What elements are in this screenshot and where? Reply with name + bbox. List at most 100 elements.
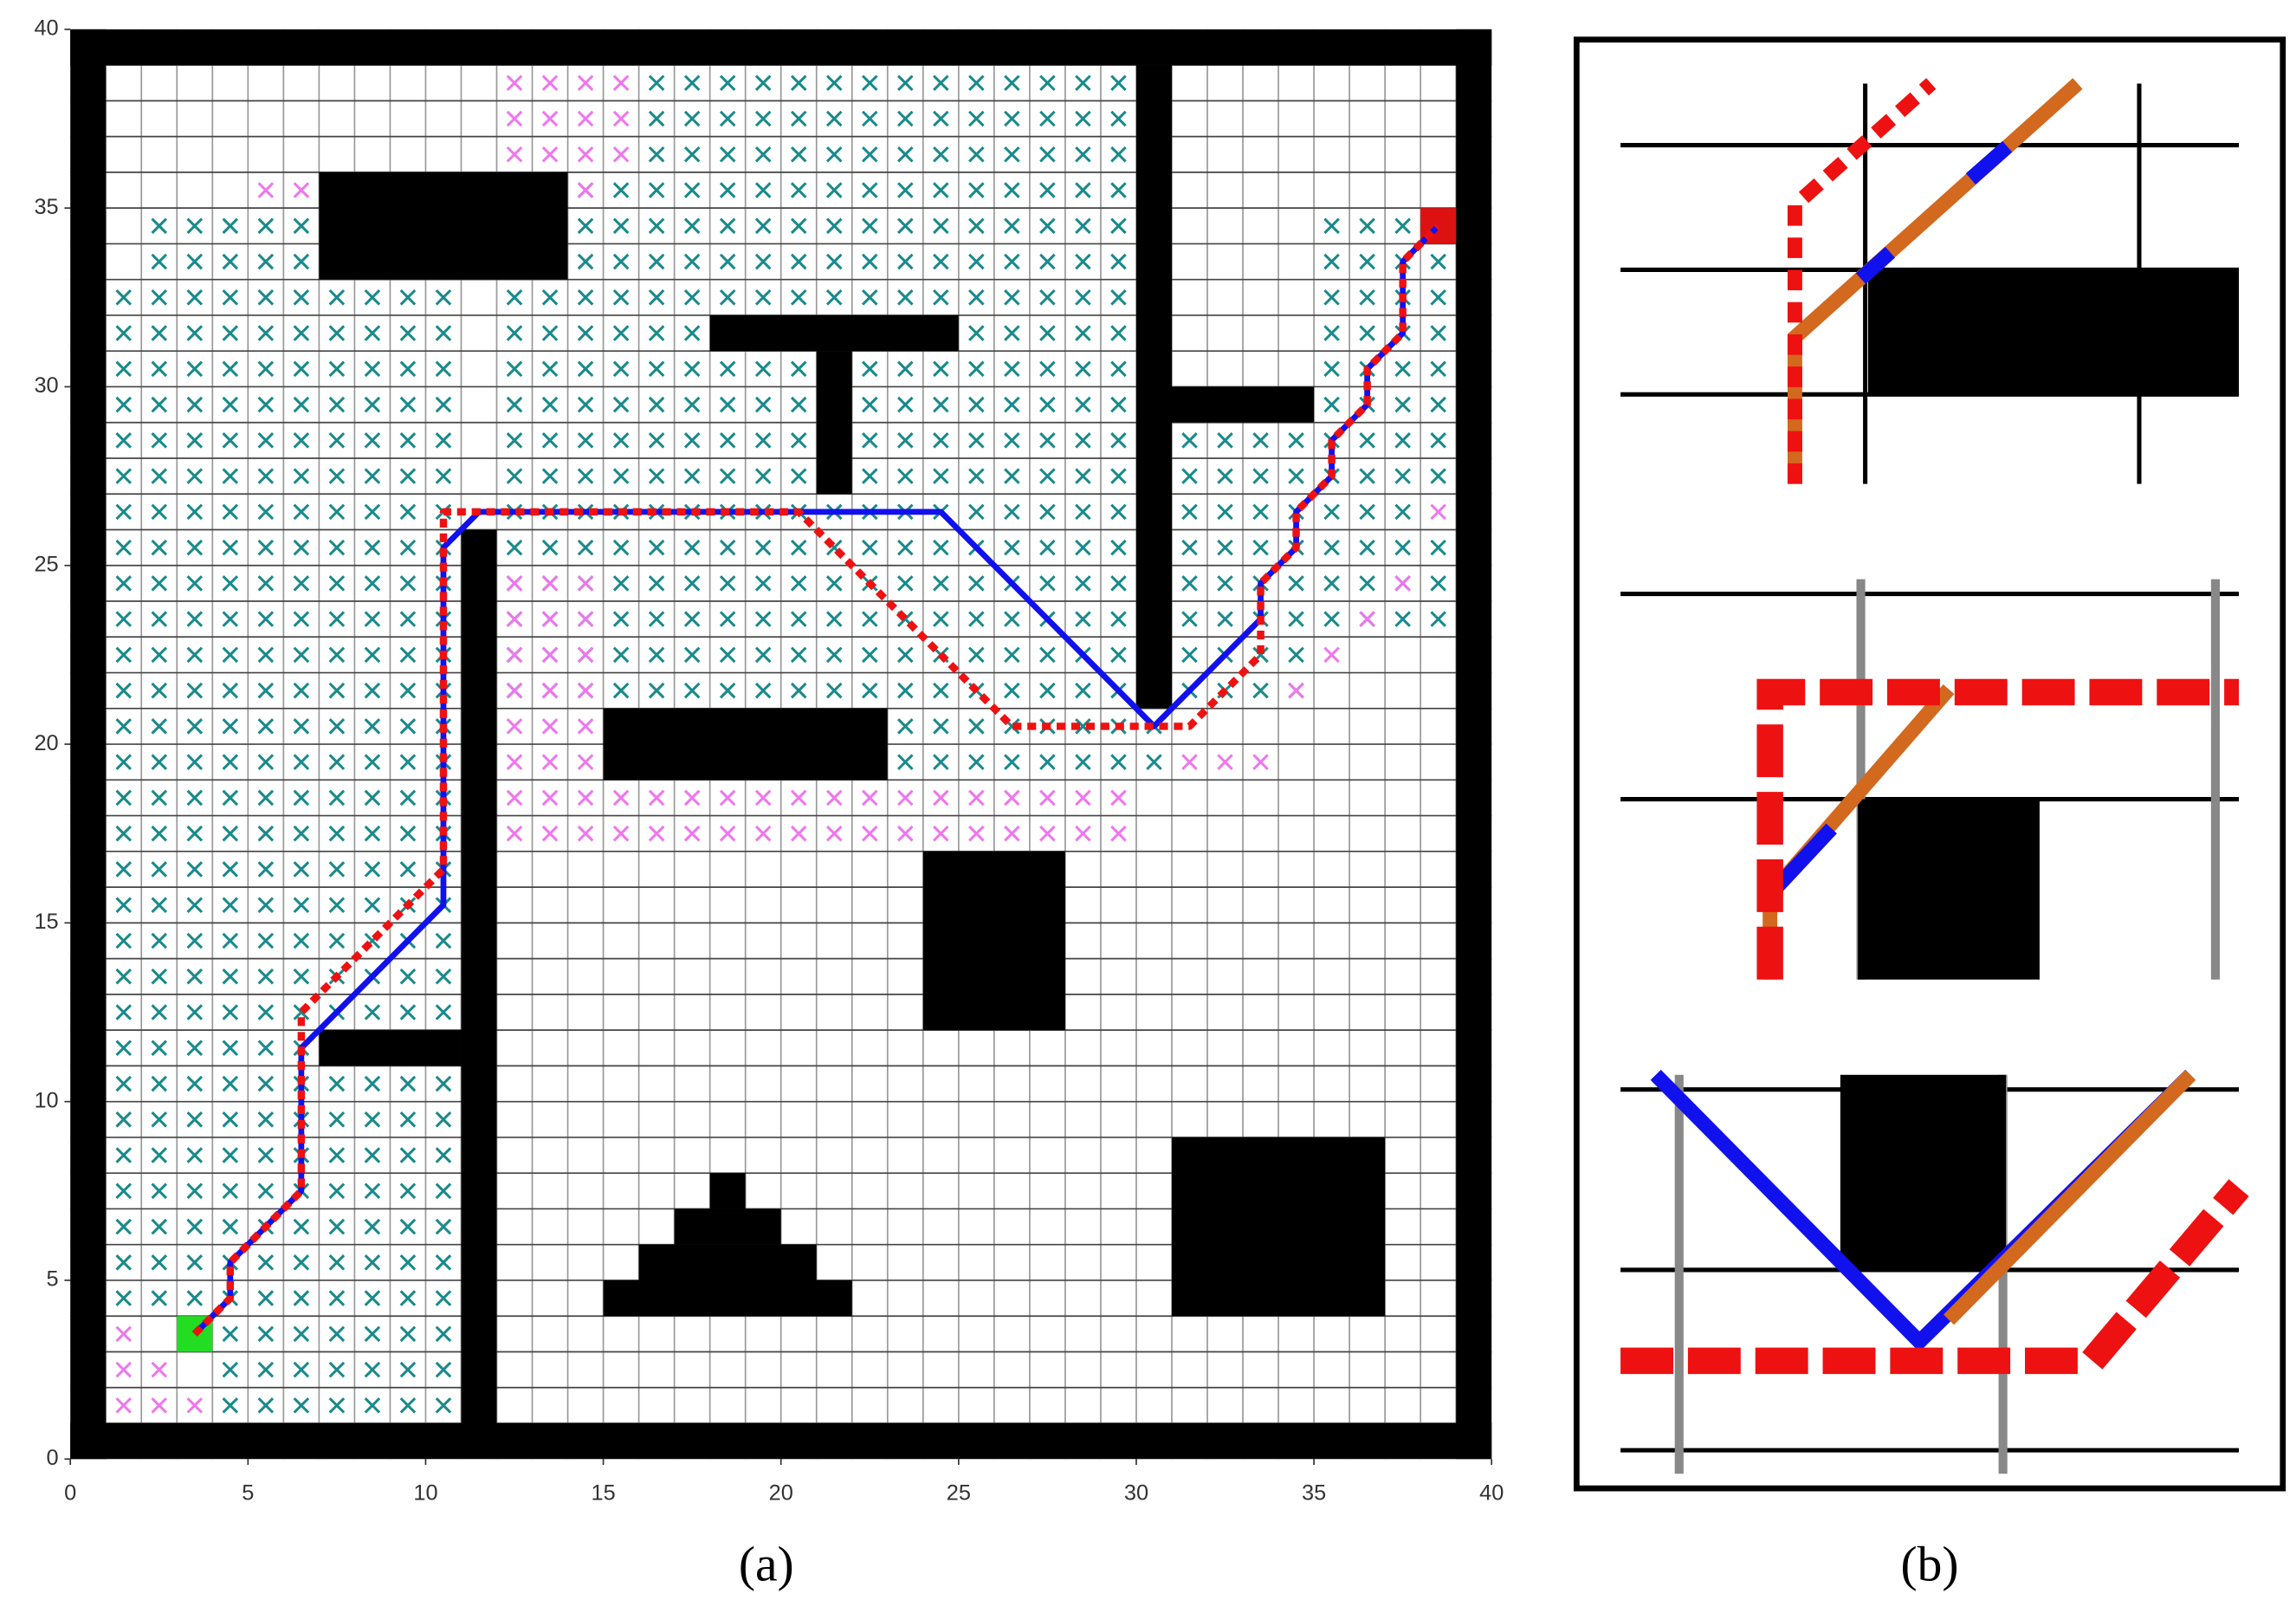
explored-cross [1430,360,1446,378]
explored-cross [1075,718,1091,735]
explored-cross [293,182,310,198]
explored-cross [541,110,559,127]
explored-cross [1075,396,1091,413]
explored-cross [754,146,772,163]
explored-cross [364,360,381,378]
explored-cross [612,789,630,806]
explored-cross [612,74,630,92]
explored-cross [1394,575,1411,592]
explored-cross [222,396,239,413]
explored-cross [364,396,381,413]
explored-cross [825,217,843,235]
explored-cross [293,1290,310,1306]
explored-cross [577,182,594,198]
explored-cross [968,396,985,413]
explored-cross [541,74,559,92]
explored-cross [293,754,310,770]
explored-cross [151,1290,168,1306]
explored-cross [186,432,204,449]
explored-cross [1359,217,1375,235]
explored-cross [933,611,949,627]
explored-cross [612,110,630,127]
explored-cross [968,182,985,198]
explored-cross [612,682,630,699]
explored-cross [1004,825,1020,842]
explored-cross [1430,611,1446,627]
explored-cross [1075,360,1091,378]
explored-cross [968,74,985,92]
explored-cross [648,289,665,306]
explored-cross [293,325,310,341]
explored-cross [115,1218,133,1235]
obstacle [709,314,959,352]
explored-cross [754,182,772,198]
explored-cross [933,110,949,127]
explored-cross [293,253,310,270]
explored-cross [683,217,701,235]
explored-cross [1075,325,1091,341]
explored-cross [115,1075,133,1092]
explored-cross [861,217,878,235]
explored-cross [790,396,807,413]
explored-cross [719,289,736,306]
explored-cross [151,1147,168,1163]
explored-cross [257,861,275,878]
explored-cross [1075,789,1091,806]
explored-cross [222,968,239,985]
explored-cross [186,575,204,592]
explored-cross [897,682,914,699]
explored-cross [364,1147,381,1163]
explored-cross [790,182,807,198]
explored-cross [506,646,523,664]
explored-cross [648,74,665,92]
explored-cross [968,289,985,306]
explored-cross [293,468,310,484]
explored-cross [506,789,523,806]
explored-cross [222,503,239,521]
explored-cross [683,182,701,198]
explored-cross [293,1397,310,1414]
explored-cross [435,432,452,449]
explored-cross [328,611,346,627]
explored-cross [151,718,168,735]
explored-cross [933,74,949,92]
explored-cross [115,539,133,556]
explored-cross [151,503,168,521]
explored-cross [648,825,665,842]
explored-cross [399,1147,417,1163]
explored-cross [399,396,417,413]
explored-cross [293,289,310,306]
explored-cross [933,253,949,270]
explored-cross [1323,396,1340,413]
obstacle [638,1244,817,1280]
explored-cross [683,289,701,306]
explored-cross [328,1254,346,1271]
explored-cross [328,432,346,449]
explored-cross [897,646,914,664]
explored-cross [364,503,381,521]
explored-cross [719,825,736,842]
explored-cross [861,74,878,92]
explored-cross [151,217,168,235]
explored-cross [1110,146,1127,163]
explored-cross [897,182,914,198]
explored-cross [612,396,630,413]
map: 0 5 10 15 20 25 30 35 40 0 5 10 15 20 25 30 35 40 [34,16,1504,1506]
explored-cross [186,1290,204,1306]
explored-cross [754,789,772,806]
explored-cross [151,1218,168,1235]
explored-cross [719,110,736,127]
explored-cross [790,253,807,270]
explored-cross [328,1075,346,1092]
explored-cross [968,110,985,127]
explored-cross [683,682,701,699]
explored-cross [968,789,985,806]
explored-cross [115,932,133,949]
explored-cross [825,789,843,806]
explored-cross [933,789,949,806]
explored-cross [257,789,275,806]
explored-cross [506,539,523,556]
explored-cross [399,468,417,484]
explored-cross [719,575,736,592]
explored-cross [364,468,381,484]
